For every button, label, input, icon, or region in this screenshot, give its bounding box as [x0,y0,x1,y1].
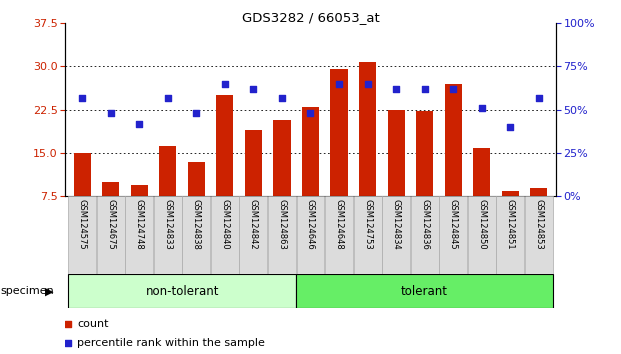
Bar [416,111,433,196]
Bar [97,196,125,274]
Point [420,86,430,92]
Bar [273,120,291,196]
Bar [268,196,296,274]
Bar [530,188,547,196]
Text: specimen: specimen [1,286,55,296]
Text: GSM124833: GSM124833 [163,199,173,250]
Point [363,81,373,87]
Point [234,266,244,271]
Text: GSM124753: GSM124753 [363,199,372,250]
Bar [445,84,461,196]
Point [306,110,315,116]
Point [334,81,344,87]
Text: GSM124836: GSM124836 [420,199,429,250]
Text: GSM124842: GSM124842 [249,199,258,250]
Text: GSM124834: GSM124834 [392,199,401,250]
Bar [160,146,176,196]
Text: GSM124863: GSM124863 [278,199,286,250]
Point [448,86,458,92]
Text: percentile rank within the sample: percentile rank within the sample [77,338,265,348]
Bar [525,196,553,274]
Bar [388,110,405,196]
Bar [183,196,211,274]
Bar [496,196,524,274]
Text: GDS3282 / 66053_at: GDS3282 / 66053_at [242,11,379,24]
Bar [216,95,233,196]
Bar [468,196,496,274]
Bar [502,191,519,196]
Bar [240,196,268,274]
Point [134,121,144,126]
Bar [296,274,553,308]
Bar [302,107,319,196]
Bar [74,153,91,196]
Bar [325,196,353,274]
Bar [473,148,490,196]
Text: GSM124850: GSM124850 [477,199,486,250]
Text: GSM124840: GSM124840 [220,199,229,250]
Bar [410,196,438,274]
Text: ▶: ▶ [45,286,54,296]
Bar [330,69,348,196]
Bar [359,62,376,196]
Bar [68,274,296,308]
Bar [439,196,467,274]
Text: GSM124648: GSM124648 [335,199,343,250]
Text: GSM124845: GSM124845 [448,199,458,250]
Point [248,86,258,92]
Point [106,110,116,116]
Point [220,81,230,87]
Text: GSM124675: GSM124675 [106,199,116,250]
Point [533,95,543,101]
Text: GSM124853: GSM124853 [534,199,543,250]
Bar [211,196,239,274]
Point [163,95,173,101]
Bar [188,162,205,196]
Point [505,124,515,130]
Bar [68,196,96,274]
Bar [102,182,119,196]
Text: non-tolerant: non-tolerant [145,285,219,298]
Text: count: count [77,319,109,329]
Point [477,105,487,111]
Point [277,95,287,101]
Point [191,110,201,116]
Point [234,88,244,94]
Bar [131,185,148,196]
Point [78,95,88,101]
Text: GSM124748: GSM124748 [135,199,144,250]
Bar [353,196,381,274]
Bar [296,196,325,274]
Bar [125,196,153,274]
Bar [245,130,262,196]
Text: tolerant: tolerant [401,285,448,298]
Bar [154,196,182,274]
Text: GSM124575: GSM124575 [78,199,87,250]
Text: GSM124838: GSM124838 [192,199,201,250]
Point [391,86,401,92]
Bar [382,196,410,274]
Text: GSM124851: GSM124851 [505,199,515,250]
Text: GSM124646: GSM124646 [306,199,315,250]
